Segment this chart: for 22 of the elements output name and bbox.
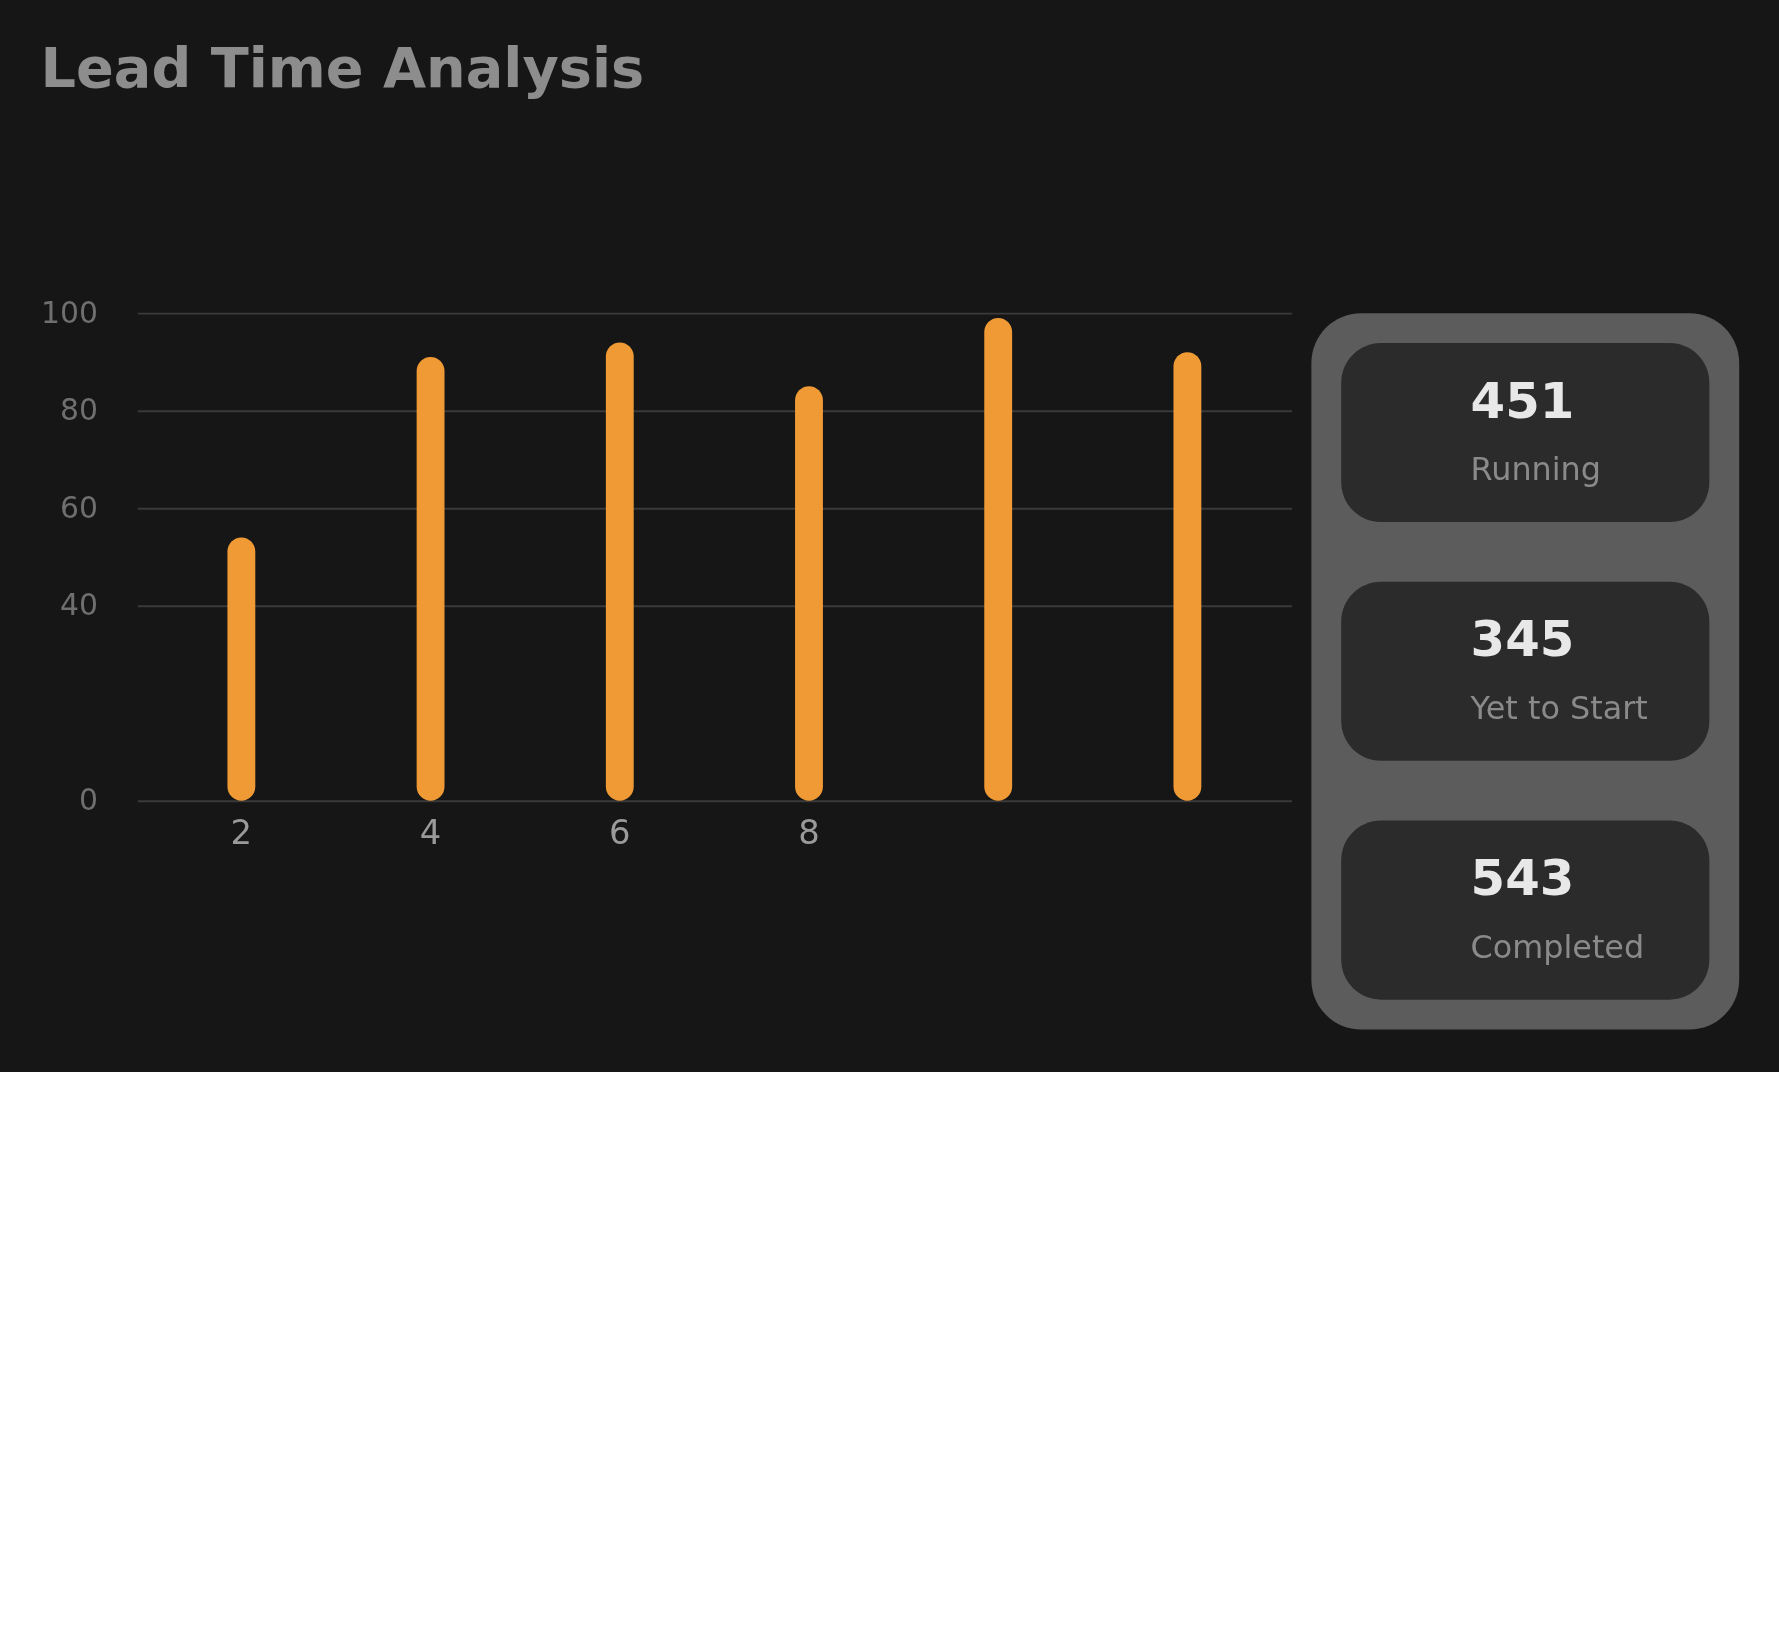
bar	[605, 342, 634, 801]
text: Yet to Start	[1469, 689, 1648, 728]
x-tick-label: 8	[798, 812, 820, 852]
x-tick-label: 4	[419, 812, 442, 852]
text: Completed	[1470, 927, 1645, 966]
y-tick-label: 100	[41, 294, 98, 330]
bar	[1173, 352, 1202, 801]
bar	[416, 357, 445, 801]
y-tick-label: 60	[60, 489, 98, 525]
bar	[227, 537, 256, 801]
text: 543	[1470, 849, 1575, 908]
y-tick-label: 0	[79, 782, 98, 818]
bar	[984, 318, 1013, 801]
x-tick-label: 6	[609, 812, 631, 852]
chart-title: Lead Time Analysis	[40, 35, 645, 101]
text: Running	[1470, 450, 1601, 489]
text: 451	[1470, 371, 1575, 430]
y-tick-label: 40	[60, 587, 98, 623]
text: 345	[1470, 610, 1575, 669]
y-tick-label: 80	[60, 392, 98, 428]
bar	[795, 386, 823, 801]
x-tick-label: 2	[230, 812, 253, 852]
